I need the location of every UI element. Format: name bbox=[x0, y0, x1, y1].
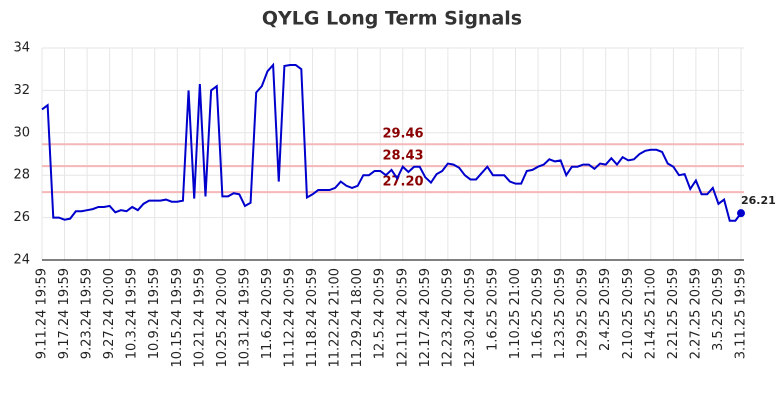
x-tick-label: 2.21.25 20:59 bbox=[666, 268, 681, 359]
y-tick-label: 30 bbox=[13, 125, 30, 140]
y-tick-label: 34 bbox=[13, 41, 30, 56]
x-tick-label: 12.23.24 20:59 bbox=[440, 268, 455, 368]
x-tick-label: 2.4.25 20:59 bbox=[598, 268, 613, 351]
x-tick-label: 10.31.24 19:59 bbox=[237, 268, 252, 368]
x-tick-label: 12.30.24 20:59 bbox=[463, 268, 478, 368]
x-tick-label: 11.22.24 21:00 bbox=[328, 268, 343, 368]
last-value-label: 26.21 bbox=[741, 194, 776, 207]
x-tick-label: 11.6.24 20:59 bbox=[260, 268, 275, 359]
x-tick-label: 1.29.25 20:59 bbox=[576, 268, 591, 359]
x-tick-label: 12.11.24 20:59 bbox=[395, 268, 410, 368]
x-tick-label: 11.12.24 20:59 bbox=[283, 268, 298, 368]
level-label: 28.43 bbox=[382, 149, 423, 164]
x-tick-label: 1.6.25 20:59 bbox=[485, 268, 500, 351]
x-tick-label: 9.11.24 19:59 bbox=[35, 268, 50, 359]
x-tick-label: 3.5.25 20:59 bbox=[711, 268, 726, 351]
x-tick-label: 9.27.24 20:00 bbox=[102, 268, 117, 359]
x-tick-label: 10.15.24 19:59 bbox=[170, 268, 185, 368]
x-tick-label: 2.27.25 20:59 bbox=[688, 268, 703, 359]
x-tick-label: 10.3.24 19:59 bbox=[125, 268, 140, 359]
x-tick-label: 2.14.25 21:00 bbox=[643, 268, 658, 359]
chart-title: QYLG Long Term Signals bbox=[262, 8, 522, 30]
x-tick-label: 9.17.24 19:59 bbox=[57, 268, 72, 359]
x-tick-label: 12.5.24 20:59 bbox=[373, 268, 388, 359]
y-tick-label: 26 bbox=[13, 210, 30, 225]
level-label: 29.46 bbox=[382, 127, 423, 142]
x-tick-label: 10.21.24 19:59 bbox=[192, 268, 207, 368]
y-tick-label: 32 bbox=[13, 83, 30, 98]
level-label: 27.20 bbox=[382, 175, 423, 190]
x-tick-label: 11.18.24 20:59 bbox=[305, 268, 320, 368]
x-tick-label: 10.9.24 19:59 bbox=[147, 268, 162, 359]
x-tick-label: 1.10.25 21:00 bbox=[508, 268, 523, 359]
series-line bbox=[41, 62, 742, 222]
x-tick-label: 9.23.24 19:59 bbox=[80, 268, 95, 359]
x-tick-label: 3.11.25 19:59 bbox=[734, 268, 749, 359]
y-tick-label: 24 bbox=[13, 253, 30, 268]
x-tick-label: 2.10.25 20:59 bbox=[621, 268, 636, 359]
x-tick-label: 1.23.25 20:59 bbox=[553, 268, 568, 359]
x-tick-label: 12.17.24 20:59 bbox=[418, 268, 433, 368]
y-tick-label: 28 bbox=[13, 168, 30, 183]
x-tick-label: 11.29.24 18:00 bbox=[350, 268, 365, 368]
x-tick-label: 1.16.25 20:59 bbox=[531, 268, 546, 359]
x-tick-label: 10.25.24 20:00 bbox=[215, 268, 230, 368]
last-point bbox=[737, 209, 745, 218]
